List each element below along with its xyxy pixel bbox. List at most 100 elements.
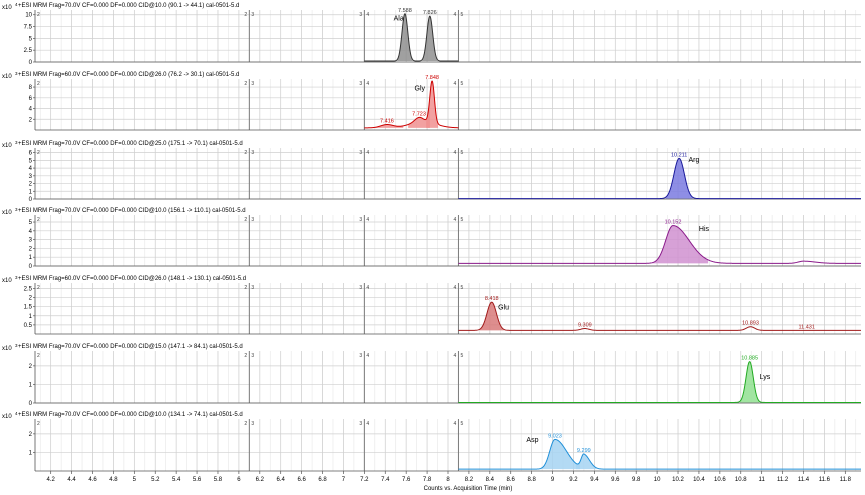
y-tick-label: 3 (29, 238, 33, 244)
segment-label: 4 (366, 421, 369, 427)
x-tick-label: 7 (342, 477, 346, 483)
y-exponent-label: x10 (2, 278, 12, 284)
chromatogram-trace (458, 361, 861, 403)
peak-rt-label: 10.211 (671, 152, 687, 158)
peak-rt-label: 7.826 (423, 10, 437, 16)
segment-label: 3 (251, 421, 254, 427)
segment-label: 3 (359, 150, 362, 156)
segment-label: 5 (460, 12, 463, 18)
x-tick-label: 11.4 (798, 477, 810, 483)
x-tick-label: 10.8 (735, 477, 747, 483)
y-tick-label: 1.5 (24, 305, 33, 311)
x-tick-label: 10.2 (672, 477, 684, 483)
panel-header: +ESI MRM Frag=60.0V CF=0.000 DF=0.000 CI… (18, 72, 239, 78)
segment-label: 5 (460, 285, 463, 291)
chromatogram-trace (458, 157, 861, 200)
segment-label: 2 (244, 150, 247, 156)
y-tick-label: 4 (29, 107, 33, 113)
x-tick-label: 11.6 (819, 477, 831, 483)
y-tick-label: 2 (29, 296, 33, 302)
peak-rt-label: 10.893 (742, 321, 759, 327)
y-exponent-label: x10 (2, 74, 12, 80)
segment-label: 3 (359, 285, 362, 291)
analyte-label: Arg (688, 157, 699, 164)
analyte-label: Ala (394, 15, 404, 22)
x-tick-label: 5 (133, 477, 137, 483)
y-exponent-power: 4 (15, 411, 18, 416)
y-tick-label: 5 (29, 220, 33, 226)
x-tick-label: 9.6 (611, 477, 620, 483)
x-tick-label: 8 (446, 477, 450, 483)
segment-label: 3 (359, 217, 362, 223)
y-tick-label: 2 (29, 117, 33, 123)
y-tick-label: 0 (29, 60, 33, 66)
peak-area (539, 439, 581, 470)
y-tick-label: 0 (29, 197, 33, 203)
segment-label: 4 (453, 12, 456, 18)
y-exponent-label: x10 (2, 143, 12, 149)
segment-label: 2 (37, 217, 40, 223)
x-tick-label: 10 (654, 477, 661, 483)
segment-label: 2 (244, 81, 247, 87)
y-tick-label: 1 (29, 189, 33, 195)
analyte-label: Glu (498, 304, 509, 311)
x-tick-label: 6.2 (256, 477, 265, 483)
chromatogram-trace (364, 80, 459, 129)
analyte-label: His (699, 226, 710, 233)
x-tick-label: 10.6 (714, 477, 726, 483)
x-tick-label: 8.4 (486, 477, 495, 483)
y-exponent-label: x10 (2, 414, 12, 420)
segment-label: 2 (37, 150, 40, 156)
analyte-label: Asp (526, 437, 538, 444)
y-tick-label: 4 (29, 166, 33, 172)
x-tick-label: 7.4 (381, 477, 390, 483)
analyte-label: Gly (415, 85, 426, 92)
peak-rt-label: 8.418 (485, 296, 499, 302)
peak-rt-label: 11.431 (799, 324, 815, 330)
segment-label: 4 (366, 12, 369, 18)
y-exponent-label: x10 (2, 210, 12, 216)
panel-header: +ESI MRM Frag=60.0V CF=0.000 DF=0.000 CI… (18, 276, 246, 282)
x-tick-label: 8.2 (465, 477, 474, 483)
x-tick-label: 5.4 (172, 477, 181, 483)
y-exponent-power: 3 (15, 275, 18, 280)
x-tick-label: 7.6 (402, 477, 411, 483)
y-tick-label: 1 (29, 314, 33, 320)
panel-header: +ESI MRM Frag=70.0V CF=0.000 DF=0.000 CI… (18, 344, 243, 350)
x-tick-label: 6.8 (318, 477, 327, 483)
y-tick-label: 1 (29, 450, 33, 456)
x-tick-label: 11.2 (777, 477, 789, 483)
segment-label: 4 (366, 150, 369, 156)
y-tick-label: 6 (29, 96, 33, 102)
chromatogram-trace (364, 13, 459, 62)
panel-header: +ESI MRM Frag=70.0V CF=0.000 DF=0.000 CI… (18, 208, 246, 214)
y-exponent-label: x10 (2, 346, 12, 352)
y-tick-label: 7.5 (24, 25, 33, 31)
y-exponent-power: 3 (15, 207, 18, 212)
segment-label: 2 (244, 217, 247, 223)
x-tick-label: 7.8 (423, 477, 432, 483)
segment-label: 3 (251, 81, 254, 87)
segment-label: 4 (366, 353, 369, 359)
x-tick-label: 9 (551, 477, 555, 483)
peak-rt-label: 9.299 (577, 448, 591, 454)
segment-label: 3 (251, 353, 254, 359)
x-tick-label: 4.8 (109, 477, 118, 483)
chromatogram-trace (458, 438, 861, 470)
x-tick-label: 9.8 (632, 477, 641, 483)
y-tick-label: 5 (29, 36, 33, 42)
y-tick-label: 4 (29, 229, 33, 235)
peak-area (665, 158, 693, 199)
y-exponent-power: 3 (15, 71, 18, 76)
segment-label: 3 (359, 81, 362, 87)
panel-header: +ESI MRM Frag=70.0V CF=0.000 DF=0.000 CI… (18, 412, 243, 418)
y-exponent-label: x10 (2, 5, 12, 11)
x-tick-label: 5.6 (193, 477, 202, 483)
x-tick-label: 6 (237, 477, 241, 483)
y-tick-label: 10 (25, 13, 32, 19)
y-tick-label: 2.5 (24, 286, 33, 292)
segment-label: 3 (251, 150, 254, 156)
segment-label: 3 (359, 12, 362, 18)
peak-rt-label: 7.723 (412, 111, 426, 117)
